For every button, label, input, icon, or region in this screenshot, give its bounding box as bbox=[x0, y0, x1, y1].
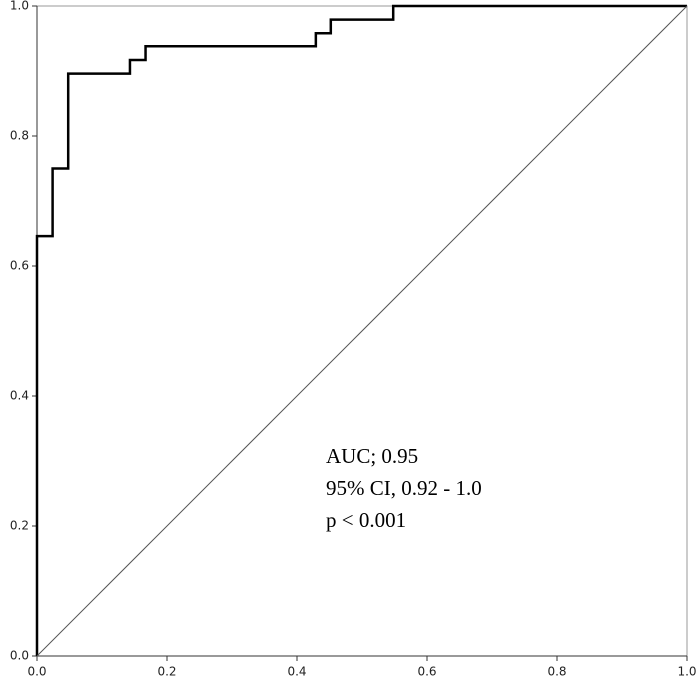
x-tick-label: 0.6 bbox=[417, 665, 436, 679]
x-tick-label: 0.2 bbox=[157, 665, 176, 679]
annotation: AUC; 0.95 bbox=[326, 444, 418, 468]
y-tick-label: 0.4 bbox=[10, 389, 29, 403]
line bbox=[35, 4, 687, 656]
y-tick-label: 0.0 bbox=[10, 649, 29, 663]
annotation: p < 0.001 bbox=[326, 508, 406, 532]
line bbox=[36, 5, 688, 657]
y-tick-label: 0.8 bbox=[10, 129, 29, 143]
x-tick-label: 0.8 bbox=[547, 665, 566, 679]
y-tick-label: 0.2 bbox=[10, 519, 29, 533]
x-tick-label: 0.4 bbox=[287, 665, 306, 679]
y-tick-label: 1.0 bbox=[10, 0, 29, 13]
y-tick-label: 0.6 bbox=[10, 259, 29, 273]
annotation: 95% CI, 0.92 - 1.0 bbox=[326, 476, 482, 500]
x-tick-label: 1.0 bbox=[677, 665, 696, 679]
x-tick-label: 0.0 bbox=[27, 665, 46, 679]
